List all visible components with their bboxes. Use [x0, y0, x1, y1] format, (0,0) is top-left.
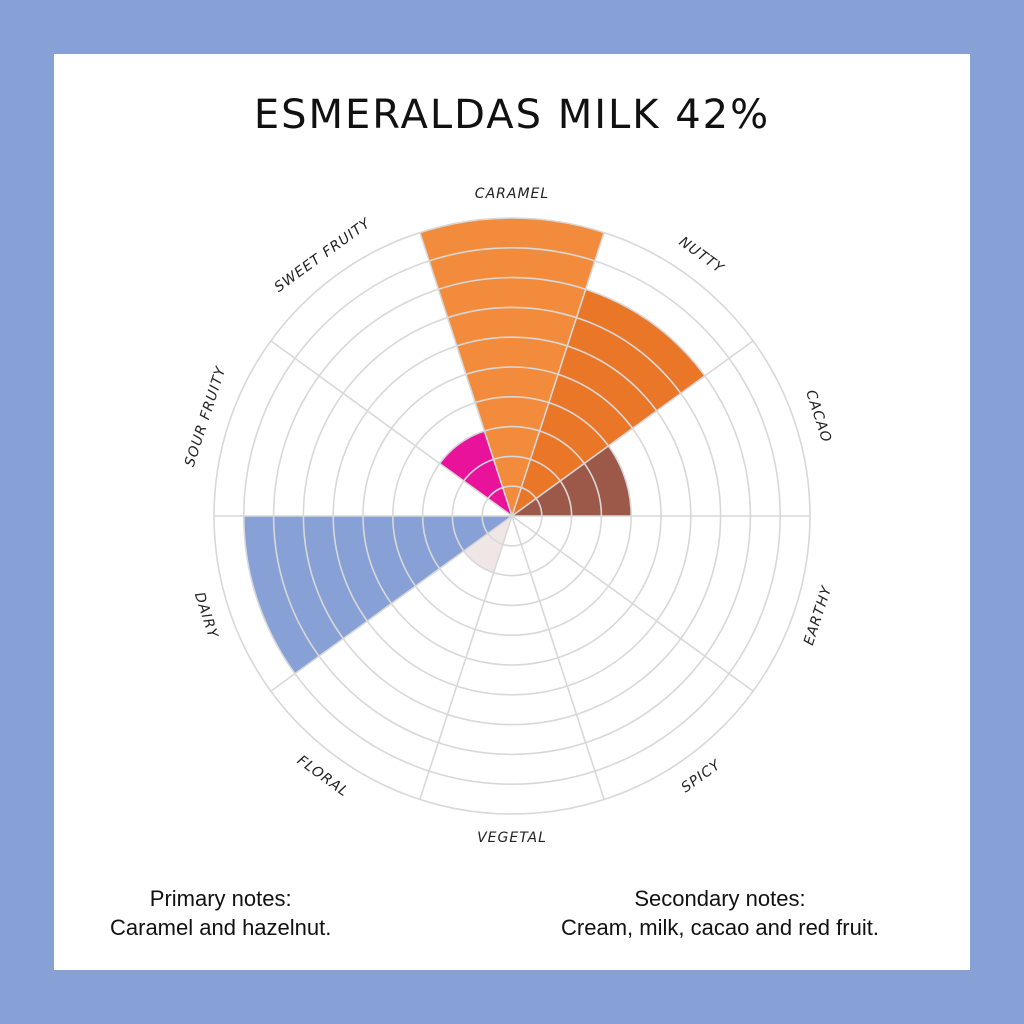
label-earthy: EARTHY: [801, 583, 835, 647]
primary-notes-text: Caramel and hazelnut.: [110, 915, 332, 940]
label-floral: FLORAL: [294, 753, 352, 801]
secondary-notes: Secondary notes: Cream, milk, cacao and …: [520, 884, 920, 942]
label-vegetal: VEGETAL: [477, 830, 547, 846]
label-caramel: CARAMEL: [475, 186, 549, 202]
grid-spoke: [270, 340, 513, 517]
grid-spoke: [270, 515, 513, 692]
label-cacao: CACAO: [802, 388, 834, 445]
sector-floral: [463, 516, 512, 573]
grid-spoke: [511, 232, 605, 517]
sector-sweet-fruity: [439, 430, 512, 516]
secondary-notes-heading: Secondary notes:: [634, 886, 806, 911]
chart-title: ESMERALDAS MILK 42%: [253, 92, 771, 138]
primary-notes-heading: Primary notes:: [149, 886, 292, 911]
label-sour-fruity: SOUR FRUITY: [182, 364, 230, 469]
label-nutty: NUTTY: [676, 234, 727, 277]
grid-spoke: [511, 515, 605, 800]
primary-notes: Primary notes: Caramel and hazelnut.: [110, 884, 331, 942]
label-dairy: DAIRY: [191, 590, 221, 641]
grid-spoke: [419, 232, 513, 517]
sector-dairy: [243, 516, 512, 674]
secondary-notes-text: Cream, milk, cacao and red fruit.: [561, 915, 879, 940]
label-spicy: SPICY: [678, 757, 724, 797]
grid-group: [213, 217, 811, 815]
grid-spoke: [511, 340, 754, 517]
grid-spoke: [419, 515, 513, 800]
grid-spoke: [511, 515, 754, 692]
sector-cacao: [512, 445, 632, 516]
label-sweet-fruity: SWEET FRUITY: [272, 215, 375, 296]
